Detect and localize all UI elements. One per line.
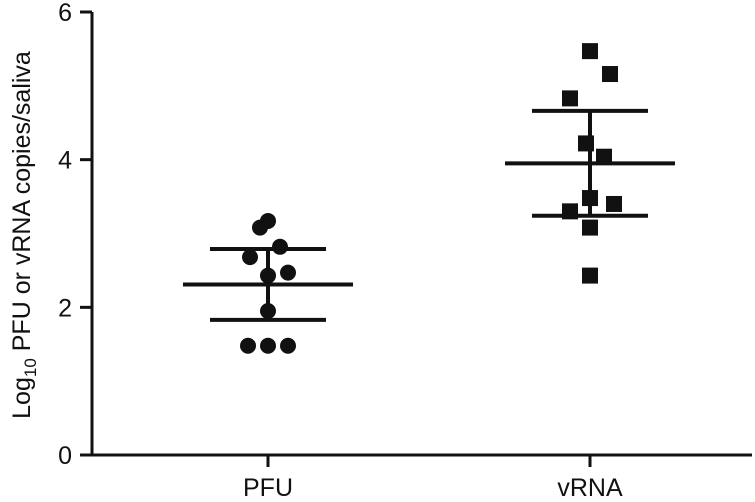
y-axis-title-prefix: Log xyxy=(8,377,36,419)
y-tick-label: 6 xyxy=(58,0,72,27)
data-marks xyxy=(183,43,675,354)
axes: 0 2 4 6 PFU vRNA xyxy=(58,0,752,502)
data-point xyxy=(280,337,296,354)
data-point xyxy=(240,337,256,354)
data-point xyxy=(562,90,578,107)
x-tick-label: PFU xyxy=(243,474,293,502)
data-point xyxy=(260,212,276,229)
x-tick-label: vRNA xyxy=(557,474,623,502)
data-point xyxy=(596,148,612,165)
data-point xyxy=(242,249,258,266)
data-point xyxy=(272,238,288,255)
data-point xyxy=(582,267,598,284)
series-pfu xyxy=(183,212,353,354)
y-tick-label: 4 xyxy=(58,147,72,175)
y-axis-title: Log10 PFU or vRNA copies/saliva xyxy=(8,51,40,419)
y-axis-title-suffix: PFU or vRNA copies/saliva xyxy=(8,51,36,358)
y-axis-title-subscript: 10 xyxy=(21,358,40,377)
data-point xyxy=(582,219,598,236)
y-tick-label: 0 xyxy=(58,442,72,470)
data-point xyxy=(582,43,598,60)
data-point xyxy=(260,337,276,354)
y-tick-label: 2 xyxy=(58,294,72,322)
data-point xyxy=(602,66,618,83)
data-point xyxy=(606,195,622,212)
series-vrna xyxy=(505,43,675,284)
data-point xyxy=(280,264,296,281)
